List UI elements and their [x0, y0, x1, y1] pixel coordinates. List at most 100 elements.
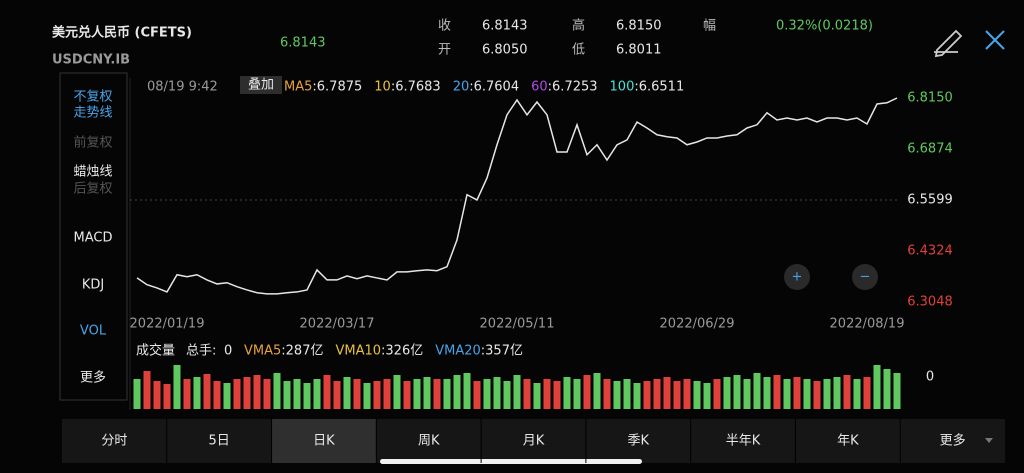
ma-value: :6.7875	[312, 80, 362, 95]
y-tick-label: 6.5599	[907, 193, 953, 208]
volume-bar	[863, 377, 871, 409]
volume-bar	[283, 381, 291, 409]
volume-bar	[643, 381, 651, 409]
volume-bar	[203, 374, 211, 409]
tab[interactable]: 季K	[628, 434, 650, 449]
volume-bar	[373, 381, 381, 409]
zoom-label: −	[860, 270, 871, 285]
ma-key: VMA5	[244, 344, 281, 359]
zoom-button[interactable]	[852, 264, 878, 290]
volume-bar	[743, 379, 751, 409]
volume-bar	[463, 373, 471, 409]
volume-bar	[813, 381, 821, 409]
x-tick-label: 2022/05/11	[480, 317, 555, 332]
y-tick-label: 6.4324	[907, 243, 953, 258]
volume-bar	[323, 375, 331, 409]
ma-value: :357亿	[481, 344, 523, 359]
volume-bar	[333, 381, 341, 409]
volume-bar	[513, 375, 521, 409]
close-icon[interactable]	[985, 30, 1005, 50]
sidebar-item[interactable]: 前复权	[73, 135, 112, 151]
volume-bar	[713, 379, 721, 409]
volume-bar	[503, 381, 511, 409]
cursor-time: 08/19 9:42	[147, 80, 218, 95]
title: 美元兑人民币 (CFETS)	[52, 25, 192, 41]
volume-bar	[733, 375, 741, 409]
volume-axis-label: 0	[926, 370, 934, 385]
volume-bar	[223, 383, 231, 409]
volume-bar	[213, 381, 221, 409]
tab[interactable]: 5日	[209, 434, 230, 449]
tab[interactable]: 月K	[523, 434, 545, 449]
quote-value: 6.8150	[616, 19, 662, 34]
dropdown-arrow	[985, 438, 993, 443]
volume-bar	[473, 381, 481, 409]
ma-key: VMA10	[335, 344, 381, 359]
volume-bar	[593, 373, 601, 409]
volume-bar	[753, 373, 761, 409]
volume-bar	[153, 381, 161, 409]
volume-bar	[433, 379, 441, 409]
tab[interactable]: 年K	[837, 434, 859, 449]
volume-bar	[653, 379, 661, 409]
volume-bar	[523, 379, 531, 409]
volume-bar	[623, 379, 631, 409]
sidebar-item[interactable]: VOL	[80, 324, 107, 339]
tab[interactable]: 分时	[101, 434, 127, 449]
tab[interactable]: 半年K	[726, 434, 761, 449]
volume-bar	[603, 379, 611, 409]
sidebar-item[interactable]: 更多	[80, 370, 106, 386]
volume-bar	[163, 384, 171, 409]
volume-bar	[483, 379, 491, 409]
volume-bar	[853, 379, 861, 409]
close-stroke	[985, 30, 1005, 50]
sidebar-item[interactable]: 后复权	[73, 181, 112, 197]
sidebar-item[interactable]: KDJ	[82, 278, 104, 293]
code: USDCNY.IB	[52, 53, 130, 68]
tab[interactable]: 周K	[418, 434, 440, 449]
volume-bar	[773, 375, 781, 409]
volume-bar	[363, 383, 371, 409]
overlay-button[interactable]	[240, 76, 282, 94]
tab-bar	[62, 419, 1005, 463]
sidebar-item[interactable]: 不复权	[73, 89, 112, 105]
volume-bar	[303, 383, 311, 409]
volume-bar	[143, 371, 151, 409]
y-tick-label: 6.3048	[907, 295, 953, 310]
tab[interactable]: 更多	[940, 433, 966, 449]
volume-bar	[883, 369, 891, 409]
volume-bar	[273, 373, 281, 409]
quote-value: 6.8050	[482, 43, 528, 58]
volume-bar	[193, 377, 201, 409]
ma-value: :287亿	[281, 344, 323, 359]
volume-bar	[413, 379, 421, 409]
tab[interactable]: 日K	[313, 434, 335, 449]
volume-bar	[383, 379, 391, 409]
edit-icon[interactable]	[934, 29, 963, 58]
volume-bar	[703, 383, 711, 409]
sidebar-item[interactable]: 走势线	[73, 105, 112, 121]
zoom-label: +	[792, 270, 803, 285]
tab-selected	[271, 419, 377, 463]
volume-bar	[573, 379, 581, 409]
ma-value: :6.7253	[548, 80, 598, 95]
volume-bar	[133, 379, 141, 409]
quote-value: 6.8143	[482, 19, 528, 34]
sidebar-item[interactable]: MACD	[74, 231, 113, 246]
volume-bar	[233, 379, 241, 409]
quote-label: 高	[572, 18, 585, 34]
quote-label: 开	[438, 43, 451, 58]
volume-bar	[723, 377, 731, 409]
sidebar-item[interactable]: 蜡烛线	[73, 165, 112, 180]
y-tick-label: 6.8150	[907, 91, 953, 106]
volume-bar	[553, 381, 561, 409]
ma-key: 20	[453, 80, 470, 95]
x-tick-label: 2022/01/19	[130, 317, 205, 332]
volume-bar	[633, 383, 641, 409]
volume-bar	[693, 381, 701, 409]
price-line	[136, 97, 898, 295]
zoom-button[interactable]	[784, 264, 810, 290]
edit-glyph	[934, 29, 963, 58]
ma-value: :326亿	[381, 344, 423, 359]
